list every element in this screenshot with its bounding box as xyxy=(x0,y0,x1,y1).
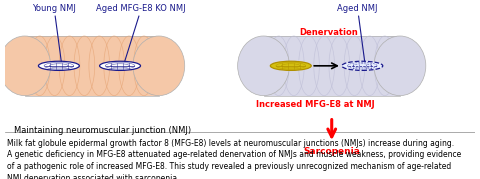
FancyBboxPatch shape xyxy=(264,36,400,96)
Ellipse shape xyxy=(238,36,289,96)
Text: Sarcopenia: Sarcopenia xyxy=(303,146,360,156)
Text: Denervation: Denervation xyxy=(299,28,358,37)
Ellipse shape xyxy=(374,36,426,96)
Ellipse shape xyxy=(0,36,51,96)
Ellipse shape xyxy=(99,61,141,70)
Text: Maintaining neuromuscular junction (NMJ): Maintaining neuromuscular junction (NMJ) xyxy=(14,126,192,135)
Text: Increased MFG-E8 at NMJ: Increased MFG-E8 at NMJ xyxy=(256,100,375,109)
Text: Milk fat globule epidermal growth factor 8 (MFG-E8) levels at neuromuscular junc: Milk fat globule epidermal growth factor… xyxy=(7,139,461,179)
Ellipse shape xyxy=(342,61,383,70)
Ellipse shape xyxy=(133,36,185,96)
Text: Aged NMJ: Aged NMJ xyxy=(337,4,378,61)
FancyBboxPatch shape xyxy=(25,36,159,96)
Text: Aged MFG-E8 KO NMJ: Aged MFG-E8 KO NMJ xyxy=(96,4,186,61)
Ellipse shape xyxy=(38,61,79,70)
Text: Young NMJ: Young NMJ xyxy=(32,4,76,61)
Ellipse shape xyxy=(270,61,311,70)
